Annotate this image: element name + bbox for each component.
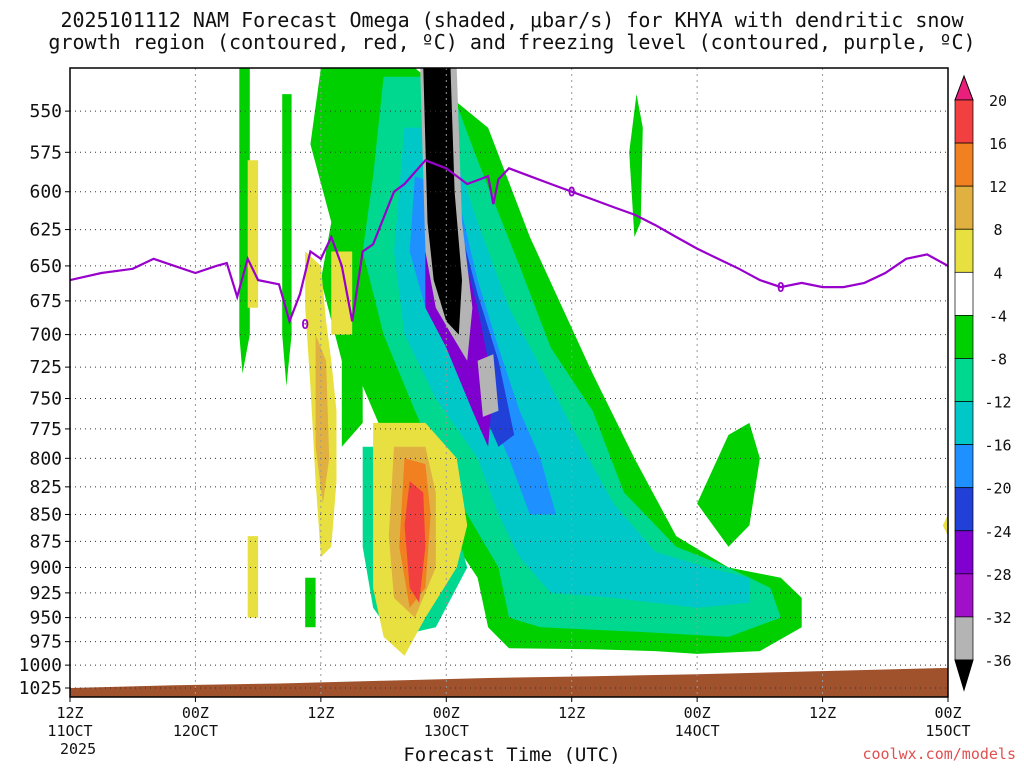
omega-region-9 bbox=[394, 127, 750, 608]
colorbar-label-2: 12 bbox=[989, 178, 1007, 196]
credit-link[interactable]: coolwx.com/models bbox=[862, 745, 1016, 763]
omega-region-21 bbox=[942, 514, 948, 537]
x-axis-label: Forecast Time (UTC) bbox=[403, 744, 621, 766]
y-tick-label-875: 875 bbox=[29, 531, 62, 552]
colorbar-label-6: -8 bbox=[989, 350, 1007, 368]
y-tick-label-650: 650 bbox=[29, 256, 62, 277]
freezing-level-line bbox=[70, 158, 948, 325]
y-tick-label-575: 575 bbox=[29, 142, 62, 163]
x-tick-date-12: 12OCT bbox=[173, 722, 218, 740]
colorbar-segment-6 bbox=[954, 315, 974, 359]
x-tick-label-48: 12Z bbox=[558, 704, 585, 722]
y-tick-label-725: 725 bbox=[29, 357, 62, 378]
plot-area: 0 0 0 bbox=[70, 68, 948, 697]
x-tick-date-36: 13OCT bbox=[424, 722, 469, 740]
y-tick-label-1000: 1000 bbox=[19, 655, 62, 676]
plot-frame bbox=[69, 67, 949, 698]
colorbar-label-3: 8 bbox=[993, 221, 1002, 239]
y-tick-label-975: 975 bbox=[29, 632, 62, 653]
omega-region-2 bbox=[239, 68, 250, 374]
omega-region-18 bbox=[331, 251, 353, 335]
y-tick-label-850: 850 bbox=[29, 505, 62, 526]
omega-region-16 bbox=[247, 160, 259, 308]
x-tick-label-60: 00Z bbox=[684, 704, 711, 722]
omega-region-3 bbox=[282, 94, 292, 387]
y-tick-label-900: 900 bbox=[29, 557, 62, 578]
freezing-level-label-0: 0 bbox=[301, 318, 309, 333]
colorbar-segment-3 bbox=[954, 185, 974, 230]
colorbar-segment-4 bbox=[954, 228, 974, 273]
x-tick-date-0: 11OCT bbox=[47, 722, 92, 740]
x-tick-label-12: 00Z bbox=[182, 704, 209, 722]
colorbar-label-4: 4 bbox=[993, 264, 1002, 282]
omega-region-22 bbox=[315, 334, 330, 504]
y-tick-label-1025: 1025 bbox=[19, 678, 62, 699]
colorbar-label-9: -20 bbox=[984, 480, 1011, 498]
omega-region-25 bbox=[404, 481, 426, 603]
y-tick-label-600: 600 bbox=[29, 182, 62, 203]
omega-region-20 bbox=[247, 536, 259, 618]
x-tick-date-60: 14OCT bbox=[675, 722, 720, 740]
freezing-level-label-1: 0 bbox=[568, 186, 576, 201]
colorbar-segment-1 bbox=[954, 99, 974, 144]
colorbar-label-1: 16 bbox=[989, 135, 1007, 153]
x-tick-label-36: 00Z bbox=[433, 704, 460, 722]
colorbar-label-0: 20 bbox=[989, 92, 1007, 110]
y-tick-label-550: 550 bbox=[29, 101, 62, 122]
colorbar-segment-10 bbox=[954, 487, 974, 532]
omega-region-6 bbox=[341, 334, 363, 447]
colorbar-bottom-arrow bbox=[954, 659, 974, 692]
colorbar-label-11: -28 bbox=[984, 566, 1011, 584]
y-tick-label-625: 625 bbox=[29, 220, 62, 241]
y-tick-label-825: 825 bbox=[29, 477, 62, 498]
colorbar-label-13: -36 bbox=[984, 652, 1011, 670]
omega-region-1 bbox=[697, 422, 760, 547]
y-tick-label-925: 925 bbox=[29, 583, 62, 604]
x-tick-date-84: 15OCT bbox=[925, 722, 970, 740]
colorbar-segment-7 bbox=[954, 358, 974, 402]
colorbar-segment-5 bbox=[954, 271, 974, 316]
omega-region-15 bbox=[423, 68, 462, 335]
colorbar-segment-11 bbox=[954, 530, 974, 575]
x-tick-label-72: 12Z bbox=[809, 704, 836, 722]
y-tick-label-950: 950 bbox=[29, 608, 62, 629]
omega-region-4 bbox=[629, 94, 643, 237]
surface-terrain bbox=[70, 667, 948, 697]
y-tick-label-775: 775 bbox=[29, 419, 62, 440]
colorbar-label-12: -32 bbox=[984, 609, 1011, 627]
colorbar-label-8: -16 bbox=[984, 437, 1011, 455]
colorbar-label-10: -24 bbox=[984, 523, 1011, 541]
colorbar-label-5: -4 bbox=[989, 307, 1007, 325]
chart-title-line2: growth region (contoured, red, ºC) and f… bbox=[48, 30, 976, 54]
y-tick-label-800: 800 bbox=[29, 448, 62, 469]
omega-region-14 bbox=[477, 354, 499, 417]
x-tick-label-24: 12Z bbox=[307, 704, 334, 722]
omega-region-5 bbox=[305, 577, 316, 628]
x-tick-label-0: 12Z bbox=[56, 704, 83, 722]
colorbar-label-7: -12 bbox=[984, 394, 1011, 412]
colorbar-segment-2 bbox=[954, 142, 974, 187]
year-label: 2025 bbox=[60, 740, 97, 758]
colorbar-segment-12 bbox=[954, 573, 974, 618]
x-tick-label-84: 00Z bbox=[934, 704, 961, 722]
y-tick-label-700: 700 bbox=[29, 325, 62, 346]
colorbar-segment-8 bbox=[954, 401, 974, 445]
freezing-level-label-2: 0 bbox=[777, 281, 785, 296]
colorbar-top-arrow bbox=[954, 74, 974, 101]
y-tick-label-675: 675 bbox=[29, 291, 62, 312]
chart-title-line1: 2025101112 NAM Forecast Omega (shaded, μ… bbox=[60, 8, 964, 32]
colorbar-segment-9 bbox=[954, 444, 974, 489]
y-tick-label-750: 750 bbox=[29, 389, 62, 410]
colorbar-segment-13 bbox=[954, 616, 974, 661]
